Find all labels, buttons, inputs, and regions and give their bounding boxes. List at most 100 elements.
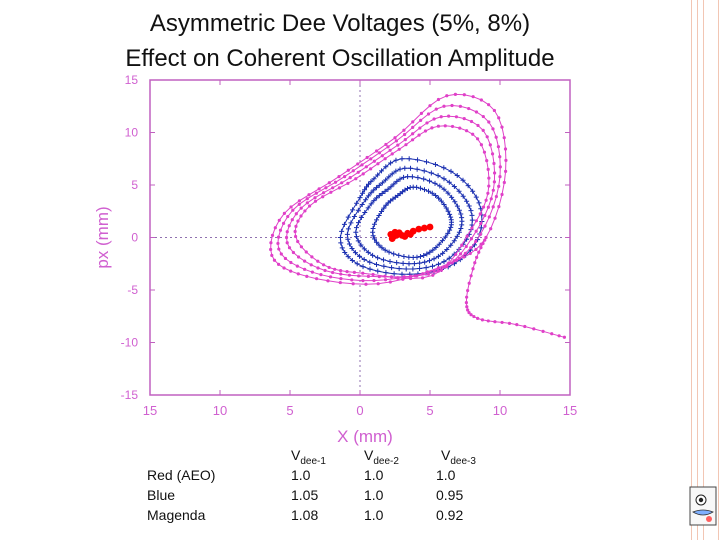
phase-space-plot: 15 10 5 0 5 10 15 15 10 5 0 -5 -10 -15 X (mm) px (mm) xyxy=(93,75,577,446)
blue-series-point xyxy=(441,201,447,207)
blue-series-point xyxy=(421,176,427,182)
blue-series-point xyxy=(410,266,416,272)
blue-series-point xyxy=(406,156,412,162)
magenta-series-point xyxy=(289,269,293,273)
blue-series-point xyxy=(478,225,484,231)
magenta-series-point xyxy=(476,123,480,128)
magenta-series-point xyxy=(442,104,446,108)
magenta-series-point xyxy=(447,261,451,265)
magenta-series-point xyxy=(497,116,501,120)
blue-series-point xyxy=(361,246,367,252)
blue-series-point xyxy=(389,265,395,271)
magenta-series-point xyxy=(469,246,473,250)
blue-series-point xyxy=(374,217,380,223)
magenta-series-point xyxy=(350,278,354,282)
blue-series-point xyxy=(429,190,435,196)
magenta-series-point xyxy=(340,181,344,185)
table-column-vdee1: Vdee-1 1.0 1.05 1.08 xyxy=(291,445,326,525)
magenta-series-point xyxy=(319,273,323,277)
blue-series-point xyxy=(441,186,447,192)
magenta-series-point xyxy=(432,268,436,273)
blue-series-point xyxy=(342,249,348,255)
magenta-series-point xyxy=(299,245,304,249)
blue-series-point xyxy=(448,224,454,230)
magenta-series-point xyxy=(390,152,394,156)
magenta-series-tail-point xyxy=(473,261,477,265)
magenta-series-point xyxy=(492,108,496,113)
magenta-series-point xyxy=(307,193,311,197)
blue-series-point xyxy=(408,165,414,171)
magenta-series-point xyxy=(483,224,487,228)
blue-series-point xyxy=(414,166,420,172)
magenta-series-tail-point xyxy=(515,323,519,327)
magenta-series-point xyxy=(369,157,373,161)
magenta-series-point xyxy=(303,209,307,213)
blue-series-point xyxy=(359,202,365,208)
blue-series-point xyxy=(439,238,445,244)
table-cell: 1.05 xyxy=(291,487,319,503)
magenta-series-point xyxy=(296,255,301,259)
blue-series-point xyxy=(402,187,408,193)
slide-title-line-1: Asymmetric Dee Voltages (5%, 8%) xyxy=(149,10,531,37)
blue-series-point xyxy=(339,228,345,234)
magenta-series-point xyxy=(436,97,441,102)
magenta-series-point xyxy=(492,161,496,166)
blue-series-point xyxy=(344,231,350,237)
decorative-border xyxy=(689,0,720,540)
blue-series-point xyxy=(353,225,359,231)
magenta-series-point xyxy=(490,152,495,156)
x-tick-label: 15 xyxy=(143,403,157,418)
blue-series-point xyxy=(397,166,403,172)
magenta-series-point xyxy=(277,218,281,222)
magenta-series-point xyxy=(361,172,365,176)
blue-series-point xyxy=(391,271,397,277)
blue-series-point xyxy=(382,188,388,194)
magenta-series-point xyxy=(443,124,447,128)
table-cell: 1.0 xyxy=(364,487,384,503)
blue-series-point xyxy=(368,190,374,196)
magenta-series-point xyxy=(415,274,419,278)
magenta-series-point xyxy=(305,201,309,205)
blue-series-point xyxy=(355,238,361,244)
blue-series-point xyxy=(430,247,436,253)
magenta-series-tail-orbit-line xyxy=(465,237,565,338)
magenta-series-point xyxy=(478,232,482,236)
magenta-series-point xyxy=(374,149,379,153)
blue-series-point xyxy=(436,241,442,247)
magenta-series-point xyxy=(277,247,281,251)
blue-series-point xyxy=(424,251,430,257)
y-tick-label: -5 xyxy=(127,283,138,297)
blue-series-point xyxy=(354,261,360,267)
table-cell: 1.08 xyxy=(291,507,319,523)
blue-series-point xyxy=(346,241,352,247)
blue-series-point xyxy=(429,263,435,269)
blue-series-point xyxy=(355,220,361,226)
row-label: Blue xyxy=(147,487,176,503)
magenta-series-point xyxy=(304,250,308,254)
blue-series-point xyxy=(406,254,412,260)
red-series-point xyxy=(421,224,428,232)
magenta-series-point xyxy=(486,167,490,172)
magenta-series-point xyxy=(270,233,275,237)
blue-series-point xyxy=(470,188,476,194)
table-cell: 0.95 xyxy=(436,487,464,503)
table-cell: 1.0 xyxy=(364,467,384,483)
blue-series-point xyxy=(349,246,355,252)
table-cell: 1.0 xyxy=(436,467,456,483)
magenta-series-point xyxy=(469,237,474,241)
magenta-series-point xyxy=(502,136,506,140)
magenta-series-point xyxy=(270,253,274,257)
magenta-series-point xyxy=(331,270,335,275)
magenta-series-point xyxy=(445,94,449,98)
blue-series-point xyxy=(421,252,427,258)
magenta-series-tail-point xyxy=(464,301,468,305)
blue-series-point xyxy=(370,252,376,258)
blue-series-point xyxy=(433,244,439,250)
magenta-series-point xyxy=(323,268,327,273)
magenta-series-point xyxy=(299,214,303,218)
magenta-series-point xyxy=(272,258,277,262)
magenta-series-point xyxy=(383,278,388,282)
blue-series-point xyxy=(446,179,452,185)
blue-series-point xyxy=(365,193,371,199)
blue-series-point xyxy=(393,168,399,174)
